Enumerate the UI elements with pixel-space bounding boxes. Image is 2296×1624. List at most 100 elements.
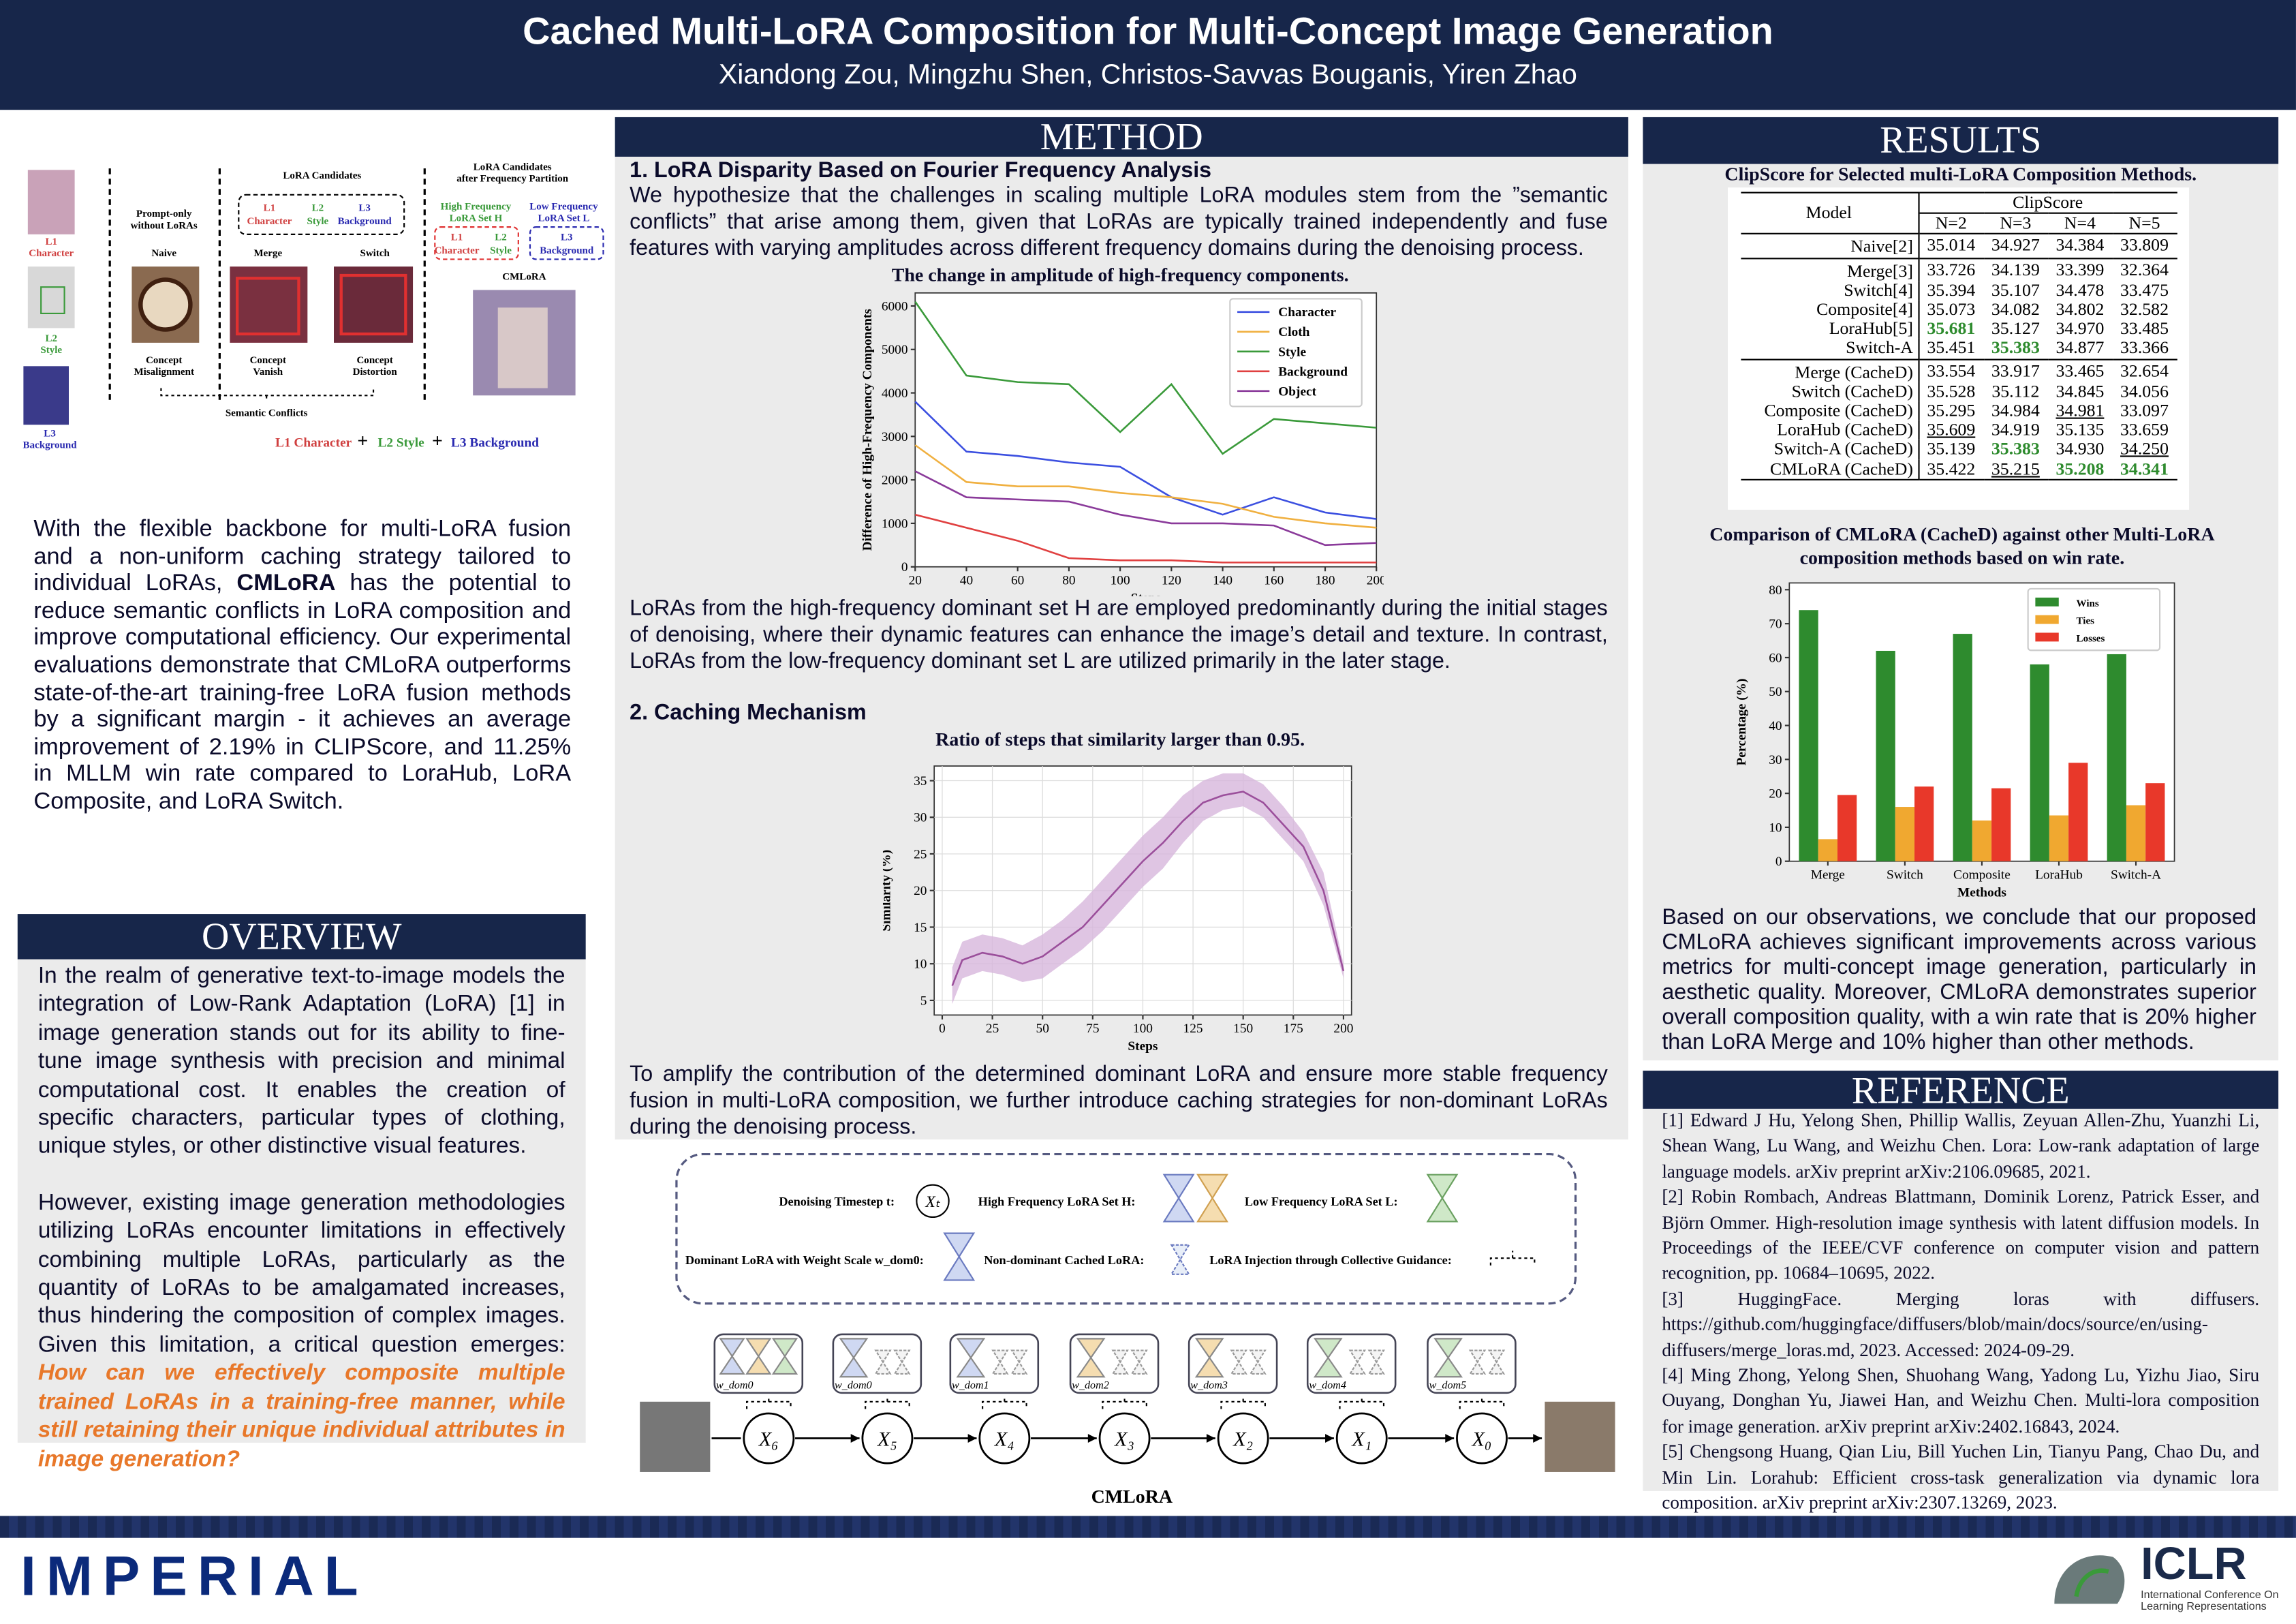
cached-hourglass	[1487, 1349, 1506, 1375]
image	[497, 307, 548, 388]
label: without LoRAs	[131, 220, 198, 231]
x-tick-label: 150	[1233, 1022, 1253, 1036]
model-cell: Naive[2]	[1740, 233, 1919, 258]
label: LoRA Injection through Collective Guidan…	[1209, 1253, 1452, 1267]
series-line	[951, 791, 1345, 986]
y-tick-label: 10	[914, 957, 927, 972]
header: Cached Multi-LoRA Composition for Multi-…	[0, 0, 2296, 110]
line-chart: 0 1000 2000 3000 4000 5000 6000 Difference of H…	[860, 292, 1384, 596]
overview-text: In the realm of generative text-to-image…	[38, 962, 565, 1473]
chart-title: The change in amplitude of high-frequenc…	[891, 263, 1349, 286]
x-axis-label: Steps	[1128, 1039, 1158, 1054]
chart-title: Comparison of CMLoRA (CacheD) against ot…	[1709, 523, 2215, 568]
weight-label: w_dom2	[1072, 1379, 1109, 1391]
x-tick-label: 25	[986, 1022, 999, 1036]
legend-plus: +	[357, 431, 368, 452]
x-tick-label: 60	[1011, 574, 1024, 588]
label: Character	[247, 216, 292, 227]
node	[916, 1184, 950, 1219]
hourglass	[1313, 1338, 1343, 1378]
label: L1	[45, 236, 57, 247]
header-cell: ClipScore	[1918, 192, 2177, 215]
legend-swatch	[2035, 632, 2059, 642]
bracket	[982, 1396, 1027, 1409]
arrow-head	[1325, 1434, 1334, 1443]
weight-label: w_dom0	[835, 1379, 872, 1391]
legend-box	[2027, 587, 2161, 652]
box	[434, 226, 519, 260]
image	[27, 170, 75, 234]
table-row: Composite[4] 35.073 34.082 34.802 32.582	[1740, 298, 2176, 320]
legend-label: L3 Background	[451, 436, 539, 450]
paragraph: Based on our observations, we conclude t…	[1662, 905, 2256, 1055]
y-tick-label: 5000	[882, 343, 908, 357]
legend-box	[1229, 298, 1363, 408]
score-cell: 34.802	[2055, 298, 2105, 320]
logo-text: ICLR	[2141, 1537, 2247, 1589]
bracket	[746, 1396, 792, 1409]
score-cell: 33.917	[1983, 358, 2048, 382]
paragraph: We hypothesize that the challenges in sc…	[630, 183, 1608, 261]
bar	[2145, 783, 2165, 861]
hourglass	[719, 1338, 745, 1375]
x-tick-label: 100	[1133, 1022, 1153, 1036]
legend-label: Object	[1278, 384, 1316, 399]
header-cell: Model	[1740, 192, 1919, 234]
label: Denoising Timestep t:	[779, 1195, 895, 1208]
dividers	[108, 168, 426, 403]
legend-label: Cloth	[1278, 325, 1309, 339]
logo-line: Learning Representations	[2141, 1599, 2267, 1613]
node-label: X₄	[994, 1427, 1014, 1450]
text: However, existing image generation metho…	[37, 1190, 565, 1358]
header-cell: N=4	[2064, 213, 2096, 234]
y-axis-label: Percentage (%)	[1735, 679, 1749, 766]
bar-chart: 0 10 20 30 40 50 60 70 80 Percentage (%) Methods Me…	[1735, 582, 2175, 900]
label: Prompt-only	[136, 209, 192, 219]
node-label: X₀	[1472, 1427, 1492, 1450]
reference-item: [4] Ming Zhong, Yelong Shen, Shuohang Wa…	[1662, 1365, 2260, 1437]
score-cell: 33.485	[2120, 318, 2169, 339]
node	[1098, 1412, 1151, 1465]
score-cell: 35.383	[1991, 438, 2040, 459]
table-row: LoraHub (CacheD) 35.609 34.919 35.135 33.659	[1740, 420, 2176, 440]
label: Merge	[253, 248, 282, 259]
label: Misalignment	[134, 367, 194, 378]
bar	[1972, 820, 1992, 861]
x-tick-label: 20	[909, 574, 922, 588]
x-tick-label: 80	[1062, 574, 1075, 588]
arrow-head	[1445, 1434, 1455, 1443]
node-label: X₁	[1351, 1427, 1371, 1450]
weight-label: w_dom0	[716, 1379, 754, 1391]
label: CMLoRA	[502, 271, 546, 282]
x-tick-label: 40	[960, 574, 973, 588]
noise-image	[640, 1401, 711, 1472]
label: L3	[358, 202, 371, 213]
cached-hourglass	[1230, 1349, 1247, 1375]
model-cell: LoraHub[5]	[1740, 318, 1919, 339]
table: Model ClipScore N=2 N=3 N=4 N=5 Naive[2] 35.014…	[1740, 192, 2177, 480]
bar	[1818, 839, 1837, 861]
score-cell: 35.139	[1927, 438, 1976, 459]
box	[236, 277, 300, 336]
label: Low Frequency	[529, 201, 598, 212]
legend-label: Ties	[2077, 616, 2095, 627]
series-line	[914, 444, 1377, 529]
paragraph: LoRAs from the high-frequency dominant s…	[630, 596, 1608, 674]
bracket	[1489, 1251, 1536, 1266]
x-tick-label: 50	[1036, 1022, 1049, 1036]
intro-text: With the flexible backbone for multi-LoR…	[33, 517, 571, 817]
label: Non-dominant Cached LoRA:	[984, 1253, 1144, 1267]
panel: [1] Edward J Hu, Yelong Shen, Phillip Wa…	[1643, 1108, 2279, 1513]
label: L3	[44, 428, 56, 439]
score-cell: 35.127	[1991, 318, 2040, 339]
score-cell: 34.845	[2055, 380, 2105, 401]
table-row: Merge[3] 33.726 34.139 33.399 32.364	[1740, 257, 2177, 281]
box	[339, 273, 407, 336]
weight-label: w_dom3	[1190, 1379, 1228, 1391]
x-tick-label: 0	[939, 1022, 946, 1036]
reference-item: [1] Edward J Hu, Yelong Shen, Phillip Wa…	[1662, 1110, 2260, 1182]
y-tick-label: 15	[914, 921, 927, 935]
x-tick-label: 200	[1333, 1022, 1353, 1036]
section-heading: REFERENCE	[1643, 1071, 2279, 1110]
institution: IMPERIAL	[20, 1546, 369, 1608]
